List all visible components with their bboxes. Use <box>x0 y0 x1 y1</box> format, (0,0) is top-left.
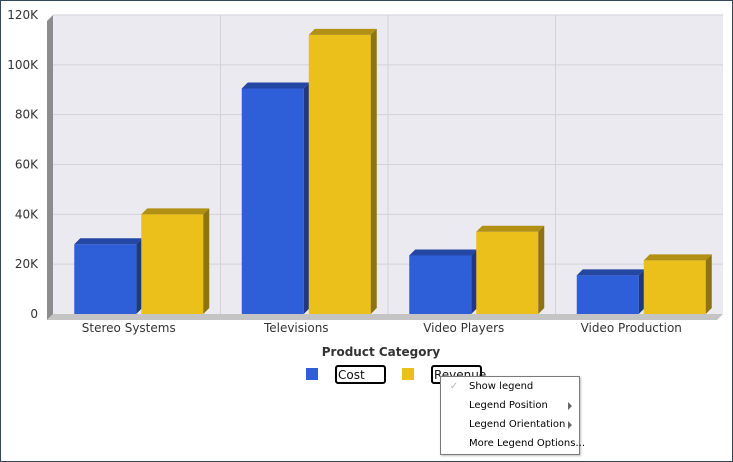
menu-item-label: Legend Position <box>469 400 548 411</box>
chart-legend[interactable]: Cost Revenue <box>306 365 486 384</box>
submenu-arrow-icon <box>568 402 572 410</box>
check-icon: ✓ <box>449 381 459 392</box>
menu-item-more-legend-options[interactable]: More Legend Options... <box>441 434 585 453</box>
legend-swatch <box>402 368 414 380</box>
bar-cost <box>409 255 472 314</box>
menu-item-show-legend[interactable]: ✓ Show legend <box>441 377 579 396</box>
menu-item-label: Show legend <box>469 381 534 392</box>
bar-cost <box>74 244 137 314</box>
bar-cost <box>576 275 639 314</box>
bar-revenue <box>308 34 371 314</box>
y-tick-label: 0 <box>30 307 38 321</box>
y-tick-label: 40K <box>15 207 39 221</box>
bar-top-face <box>643 254 712 261</box>
bar-revenue <box>643 260 706 314</box>
menu-item-label: More Legend Options... <box>469 438 586 449</box>
bar-side-face <box>203 208 210 314</box>
bar-top-face <box>141 208 210 215</box>
submenu-arrow-icon <box>568 421 572 429</box>
bar-top-face <box>74 238 143 245</box>
bar-top-face <box>576 269 645 276</box>
y-tick-label: 80K <box>15 108 39 122</box>
bar-side-face <box>705 254 712 314</box>
bar-side-face <box>471 249 478 314</box>
x-tick-label: Televisions <box>263 321 329 335</box>
x-tick-label: Stereo Systems <box>82 321 176 335</box>
legend-label-box <box>335 365 386 384</box>
bar-side-face <box>538 225 545 314</box>
y-tick-label: 20K <box>15 257 39 271</box>
bar-side-face <box>638 269 645 314</box>
y-tick-label: 100K <box>7 58 39 72</box>
x-tick-label: Video Production <box>581 321 682 335</box>
bar-revenue <box>476 231 539 314</box>
bar-cost <box>241 88 304 314</box>
left-wall <box>47 15 53 320</box>
menu-item-label: Legend Orientation <box>469 419 566 430</box>
menu-item-legend-position[interactable]: Legend Position <box>441 396 579 415</box>
bar-top-face <box>409 249 478 256</box>
x-tick-label: Video Players <box>423 321 504 335</box>
bar-side-face <box>136 238 143 314</box>
bar-revenue <box>141 214 204 314</box>
bar-top-face <box>241 82 310 89</box>
x-axis-title: Product Category <box>322 345 441 359</box>
legend-swatch <box>306 368 318 380</box>
bar-top-face <box>308 28 377 35</box>
legend-item-cost[interactable]: Cost <box>306 365 386 384</box>
bar-side-face <box>303 82 310 314</box>
legend-label: Cost <box>338 368 365 382</box>
y-tick-label: 60K <box>15 158 39 172</box>
legend-context-menu: ✓ Show legend Legend Position Legend Ori… <box>440 376 585 455</box>
bar-top-face <box>476 225 545 232</box>
y-tick-label: 120K <box>7 8 39 22</box>
bar-side-face <box>370 28 377 314</box>
floor <box>47 314 723 320</box>
menu-item-legend-orientation[interactable]: Legend Orientation <box>441 415 579 434</box>
